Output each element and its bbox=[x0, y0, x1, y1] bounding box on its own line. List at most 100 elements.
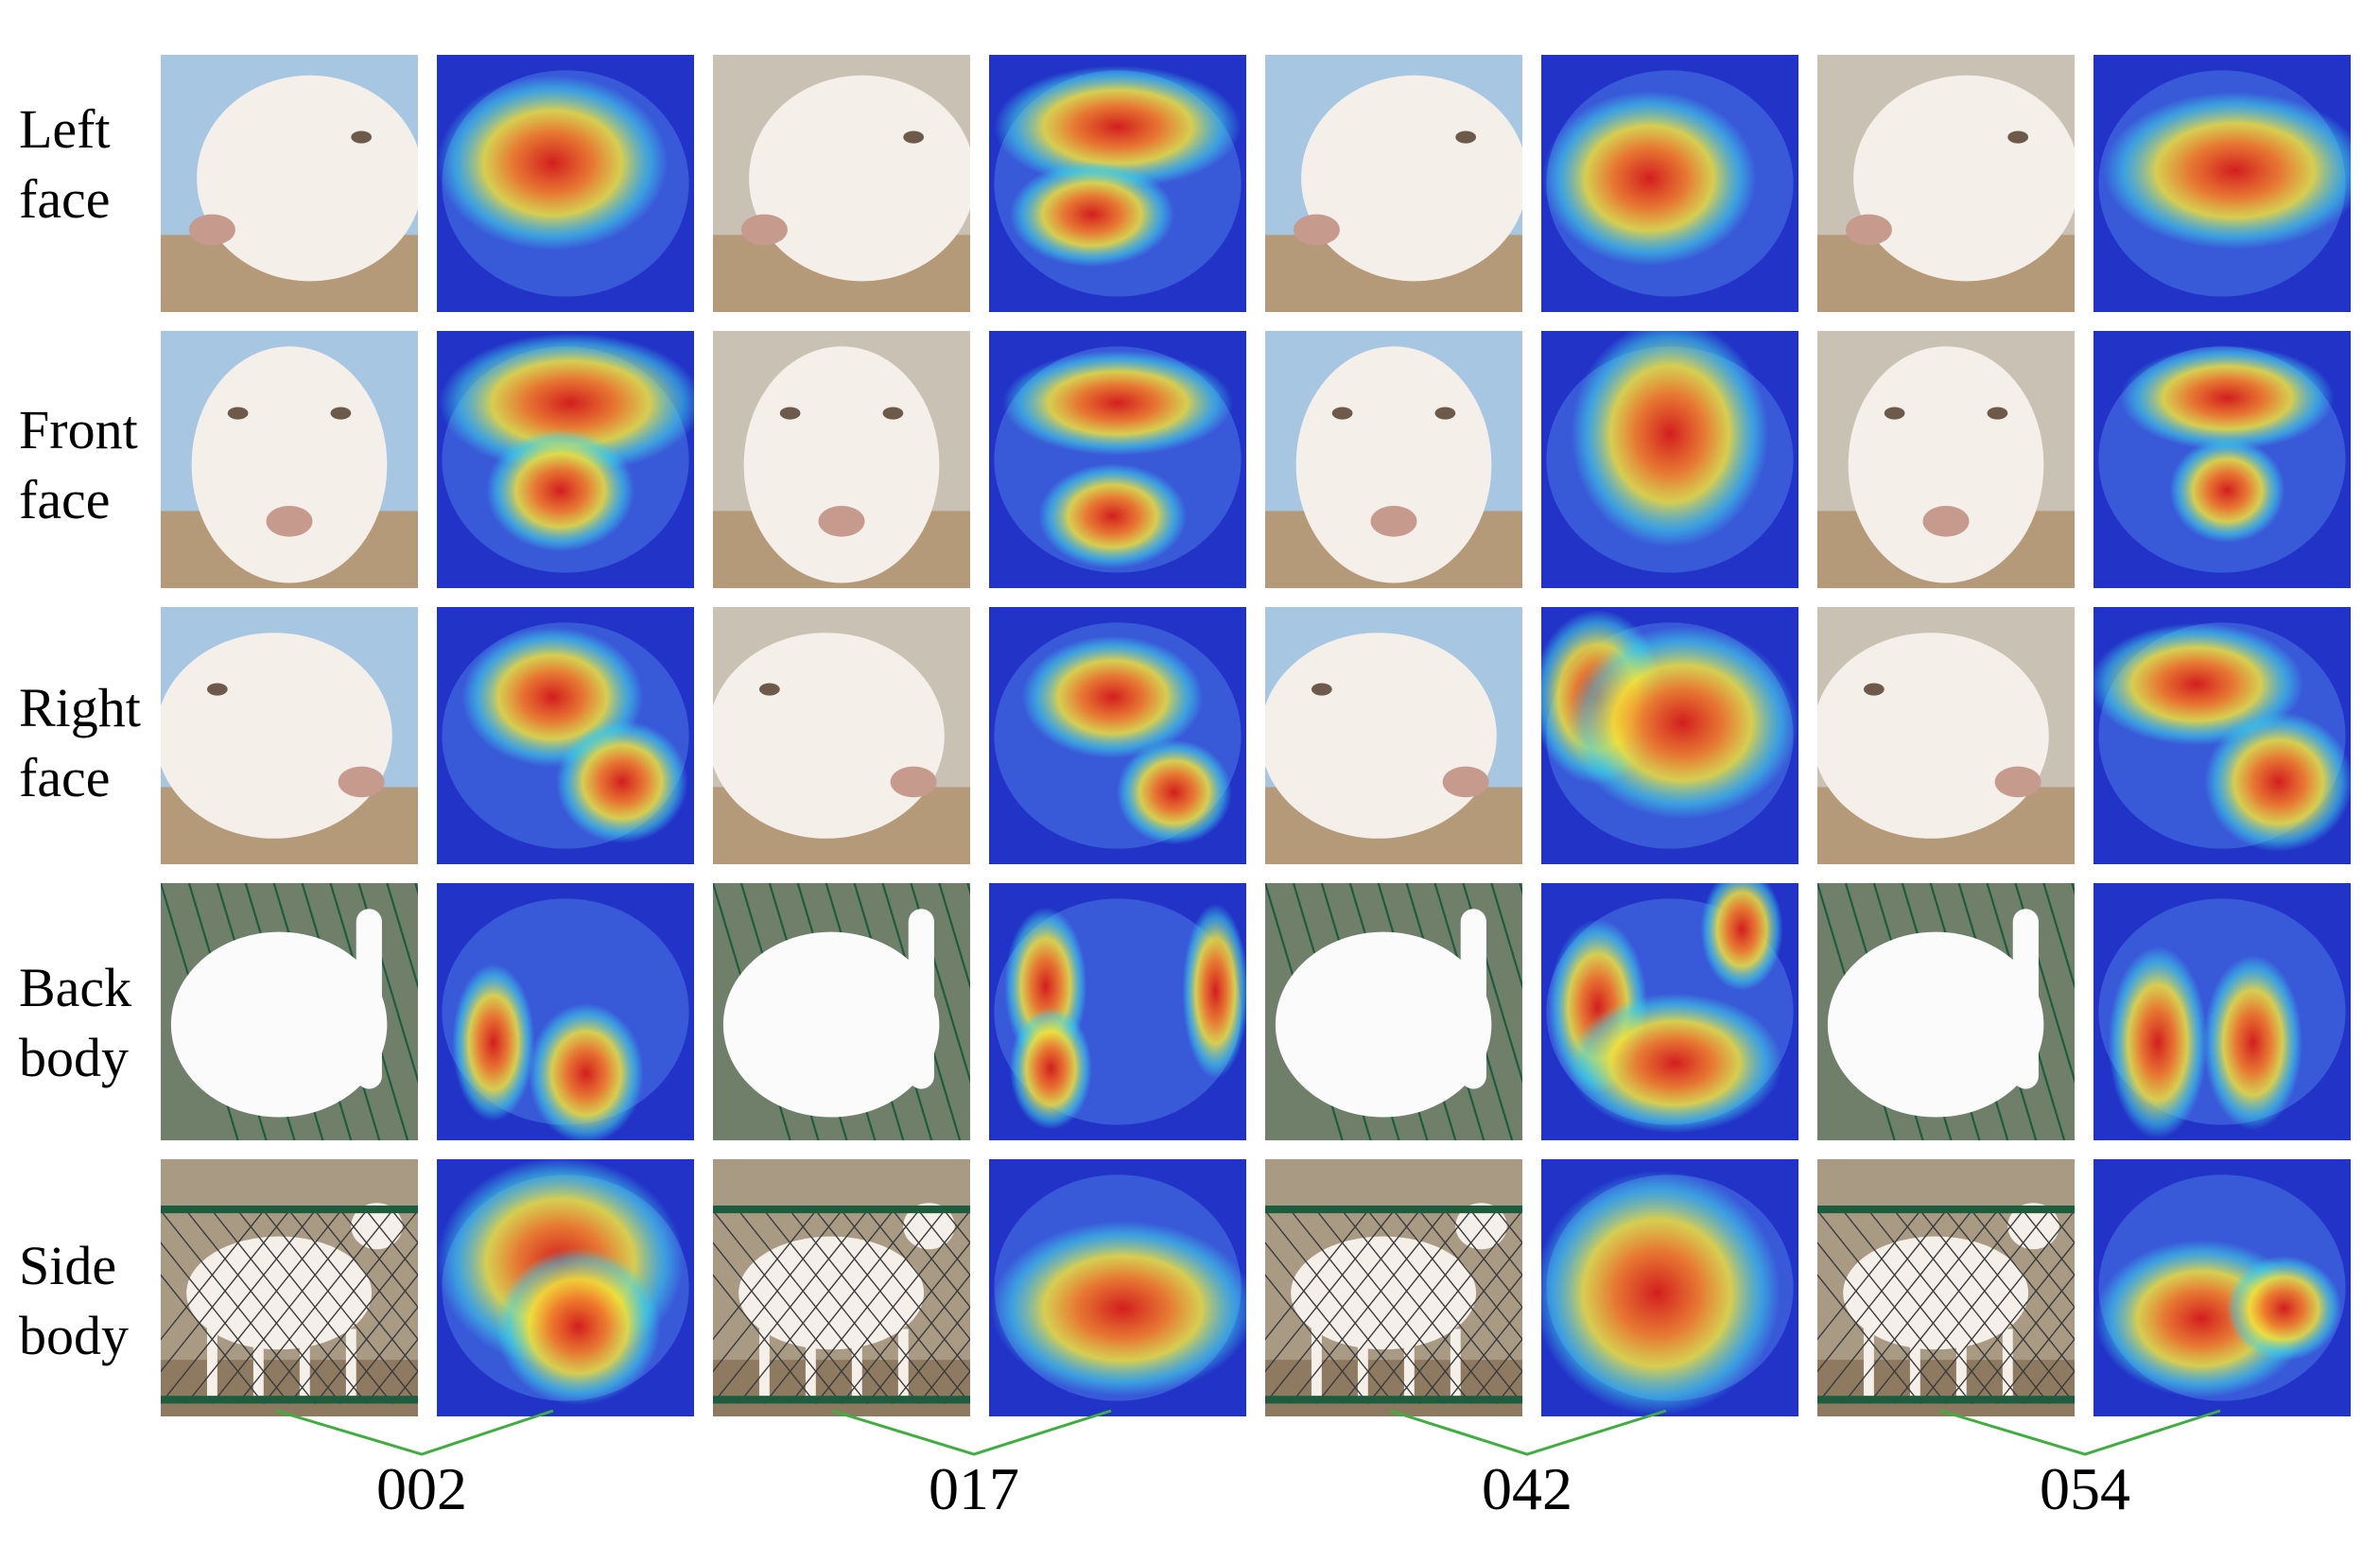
fence-wire bbox=[841, 1241, 970, 1404]
goat-brackets bbox=[275, 1409, 2221, 1456]
goat-body-shape bbox=[738, 1236, 925, 1350]
heatmap-hotspot bbox=[528, 1003, 644, 1140]
heatmap-hotspot bbox=[1541, 1171, 1781, 1415]
heatmap-hotspot bbox=[1116, 739, 1232, 845]
photo-back-body-goat-054 bbox=[1817, 883, 2075, 1140]
goat-leg bbox=[1863, 1328, 1874, 1397]
heatmap-side-body-goat-002 bbox=[437, 1159, 694, 1416]
heatmap-hotspot bbox=[1009, 162, 1174, 268]
goat-leg bbox=[252, 1328, 264, 1397]
heatmap-hotspot bbox=[2226, 1256, 2342, 1362]
goat-eye bbox=[1331, 407, 1353, 420]
fence-wire bbox=[1996, 1209, 2075, 1309]
goat-neck-shape bbox=[1460, 909, 1486, 1089]
fence-rail bbox=[161, 1205, 418, 1214]
photo-left-face-goat-002 bbox=[161, 55, 418, 312]
fence-wire bbox=[1490, 883, 1522, 990]
photo-front-face-goat-054 bbox=[1817, 331, 2075, 588]
goat-leg bbox=[1955, 1328, 1967, 1397]
fence-wire bbox=[288, 1241, 418, 1404]
goat-eye bbox=[779, 407, 801, 420]
goat-eye bbox=[227, 407, 249, 420]
fence-wire bbox=[892, 1306, 970, 1404]
fence-rail bbox=[161, 1396, 418, 1404]
goat-nose bbox=[1370, 505, 1417, 537]
fence-wire bbox=[1444, 1209, 1522, 1309]
fence-wire bbox=[938, 883, 970, 990]
goat-eye bbox=[206, 683, 228, 696]
goat-nose bbox=[818, 505, 865, 537]
heatmap-hotspot bbox=[437, 75, 669, 251]
goat-head-shape bbox=[1817, 633, 2049, 839]
goat-nose bbox=[266, 505, 313, 537]
heatmap-hotspot bbox=[994, 65, 1242, 188]
heatmap-hotspot bbox=[1038, 463, 1187, 569]
goat-leg bbox=[345, 1328, 356, 1397]
heatmap-front-face-goat-002 bbox=[437, 331, 694, 588]
fence-wire bbox=[1470, 1338, 1522, 1404]
heatmap-hotspot bbox=[2204, 711, 2351, 852]
goat-head-shape bbox=[1853, 75, 2075, 282]
heatmap-back-body-goat-042 bbox=[1541, 883, 1798, 1140]
heatmap-hotspot bbox=[1002, 350, 1233, 456]
row-label-back-body: Back body bbox=[19, 957, 132, 1088]
photo-ground bbox=[1265, 1360, 1522, 1416]
row-label-left-face: Left face bbox=[19, 98, 111, 230]
goat-eye bbox=[903, 130, 925, 144]
goat-neck-shape bbox=[356, 909, 382, 1089]
photo-back-body-goat-042 bbox=[1265, 883, 1522, 1140]
fence-wire bbox=[1393, 1241, 1522, 1404]
goat-nose bbox=[338, 766, 385, 798]
bracket-goat-054 bbox=[1939, 1409, 2221, 1456]
goat-back-shape bbox=[722, 931, 940, 1118]
fence-wire bbox=[892, 1209, 970, 1309]
fence-wire bbox=[1945, 1241, 2075, 1404]
goat-eye bbox=[1884, 407, 1905, 420]
heatmap-hotspot bbox=[1021, 635, 1204, 758]
fence-wire bbox=[1971, 1274, 2075, 1404]
goat-back-shape bbox=[1827, 931, 2044, 1118]
goat-leg bbox=[805, 1328, 816, 1397]
goat-nose bbox=[740, 214, 788, 246]
goat-eye bbox=[758, 683, 780, 696]
heatmap-hotspot bbox=[1571, 331, 1769, 547]
heatmap-hotspot bbox=[1542, 91, 1757, 267]
heatmap-hotspot bbox=[556, 720, 688, 843]
fence-wire bbox=[1418, 1274, 1522, 1404]
goat-leg bbox=[897, 1328, 909, 1397]
goat-head-shape bbox=[197, 75, 418, 282]
goat-nose bbox=[188, 214, 235, 246]
goat-head-shape bbox=[713, 633, 945, 839]
goat-nose bbox=[890, 766, 937, 798]
goat-nose bbox=[1845, 214, 1892, 246]
fence-wire bbox=[386, 883, 418, 990]
goat-back-shape bbox=[170, 931, 388, 1118]
photo-front-face-goat-017 bbox=[713, 331, 970, 588]
fence-wire bbox=[918, 1209, 970, 1276]
photo-right-face-goat-002 bbox=[161, 607, 418, 864]
fence-rail bbox=[1817, 1205, 2075, 1214]
fence-rail bbox=[1265, 1396, 1522, 1404]
fence-wire bbox=[1444, 1306, 1522, 1404]
photo-right-face-goat-042 bbox=[1265, 607, 1522, 864]
photo-left-face-goat-017 bbox=[713, 55, 970, 312]
photo-back-body-goat-002 bbox=[161, 883, 418, 1140]
goat-body-shape bbox=[186, 1236, 373, 1350]
goat-id-042: 042 bbox=[1482, 1455, 1572, 1522]
photo-left-face-goat-042 bbox=[1265, 55, 1522, 312]
row-label-front-face: Front face bbox=[19, 399, 138, 530]
fence-wire bbox=[866, 1274, 970, 1404]
heatmap-hotspot bbox=[1567, 626, 1798, 820]
bracket-goat-017 bbox=[831, 1409, 1112, 1456]
heatmap-hotspot bbox=[2093, 622, 2303, 746]
heatmap-hotspot bbox=[452, 963, 535, 1121]
heatmap-hotspot bbox=[2108, 946, 2208, 1139]
fence-wire bbox=[918, 1338, 970, 1404]
goat-head-shape bbox=[1301, 75, 1522, 282]
goat-leg bbox=[851, 1328, 862, 1397]
heatmap-hotspot bbox=[486, 428, 634, 552]
photo-right-face-goat-017 bbox=[713, 607, 970, 864]
goat-nose bbox=[1922, 505, 1970, 537]
goat-leg bbox=[2002, 1328, 2013, 1397]
fence-wire bbox=[366, 1209, 418, 1276]
